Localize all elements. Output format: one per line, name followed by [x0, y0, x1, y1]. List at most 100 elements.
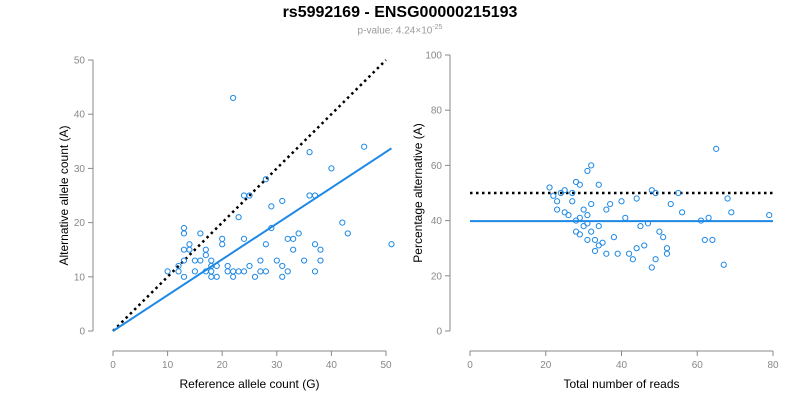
left-x-axis-label: Reference allele count (G)	[179, 377, 319, 391]
left-data-point	[197, 230, 204, 237]
left-x-tick-label: 0	[110, 360, 116, 371]
left-data-point	[208, 268, 215, 275]
right-data-point	[584, 167, 591, 175]
left-data-point	[317, 257, 324, 264]
left-data-point	[328, 165, 335, 172]
left-x-tick-label: 30	[271, 360, 283, 371]
right-data-point	[576, 214, 583, 221]
left-data-point	[219, 241, 226, 248]
left-data-point	[208, 273, 215, 280]
left-data-point	[213, 273, 220, 280]
right-data-point	[588, 162, 595, 169]
right-data-point	[591, 236, 599, 244]
left-x-tick-label: 50	[380, 360, 392, 371]
right-y-tick-label: 100	[425, 51, 442, 62]
left-y-tick-label: 50	[74, 56, 86, 67]
left-data-point	[202, 252, 209, 259]
right-data-point	[546, 184, 553, 191]
right-data-point	[667, 200, 674, 208]
right-data-point	[728, 209, 735, 216]
right-data-point	[607, 200, 614, 208]
right-data-point	[561, 187, 568, 194]
right-data-point	[595, 181, 602, 188]
right-data-point	[569, 189, 576, 197]
right-data-point	[565, 211, 572, 219]
left-data-point	[262, 268, 269, 275]
left-data-point	[246, 262, 253, 270]
left-data-point	[279, 273, 286, 280]
left-data-point	[197, 257, 204, 264]
left-data-point	[295, 230, 302, 237]
right-data-point	[648, 264, 655, 271]
left-data-point	[191, 268, 198, 275]
left-x-tick-label: 40	[326, 360, 338, 371]
left-data-point	[224, 268, 231, 275]
left-data-point	[180, 273, 188, 280]
left-data-point	[230, 268, 237, 275]
right-y-tick-label: 80	[431, 106, 443, 117]
left-fit-line	[112, 147, 393, 332]
right-data-point	[709, 236, 716, 244]
right-data-point	[622, 214, 629, 221]
left-data-point	[306, 192, 313, 199]
right-data-point	[679, 209, 686, 216]
right-data-point	[633, 245, 640, 252]
right-data-point	[713, 145, 720, 152]
left-data-point	[208, 257, 215, 264]
left-data-point	[240, 235, 248, 242]
right-data-point	[588, 200, 595, 208]
left-data-point	[230, 94, 237, 102]
right-data-point	[660, 234, 667, 241]
right-data-point	[595, 223, 602, 230]
right-y-axis-label: Percentage alternative (A)	[411, 123, 425, 262]
left-data-point	[191, 257, 198, 264]
left-data-point	[361, 143, 368, 150]
right-data-point	[554, 198, 561, 205]
right-data-point	[629, 256, 636, 263]
left-data-point	[344, 230, 351, 237]
right-y-tick-label: 20	[431, 271, 443, 282]
right-x-tick-label: 80	[767, 360, 779, 371]
left-reference-line	[112, 59, 387, 332]
right-data-point	[697, 217, 705, 224]
left-data-point	[240, 192, 248, 199]
right-data-point	[637, 223, 644, 230]
left-data-point	[301, 257, 308, 264]
left-data-point	[175, 268, 182, 275]
right-x-axis-label: Total number of reads	[563, 377, 679, 391]
left-data-point	[279, 262, 286, 270]
right-data-point	[576, 181, 583, 188]
left-data-point	[230, 273, 237, 280]
left-data-point	[317, 246, 324, 253]
left-data-point	[262, 176, 269, 183]
left-y-tick-label: 20	[74, 218, 86, 229]
left-data-point	[251, 273, 259, 280]
left-y-tick-label: 0	[79, 327, 85, 338]
left-y-tick-label: 30	[74, 164, 86, 175]
left-data-point	[235, 268, 242, 275]
left-y-axis-label: Alternative allele count (A)	[57, 125, 71, 265]
right-data-point	[584, 236, 591, 244]
left-data-point	[284, 235, 291, 242]
right-x-tick-label: 40	[616, 360, 628, 371]
right-data-point	[625, 250, 633, 257]
right-y-tick-label: 0	[436, 327, 442, 338]
p-value-subtitle: p-value: 4.24×10-25	[0, 24, 800, 36]
right-data-point	[591, 247, 599, 255]
chart-title: rs5992169 - ENSG00000215193	[282, 4, 518, 21]
left-data-point	[262, 241, 269, 248]
left-data-point	[202, 246, 209, 253]
left-data-point	[180, 246, 188, 253]
right-data-point	[569, 198, 576, 205]
right-data-point	[550, 192, 557, 199]
left-data-point	[290, 246, 297, 253]
left-data-point	[290, 235, 297, 242]
left-data-point	[306, 149, 313, 156]
left-data-point	[339, 219, 346, 226]
left-data-point	[180, 224, 188, 232]
left-data-point	[186, 246, 193, 253]
right-data-point	[644, 220, 652, 227]
right-data-point	[580, 206, 587, 213]
left-data-point	[268, 224, 275, 232]
right-x-tick-label: 60	[692, 360, 704, 371]
